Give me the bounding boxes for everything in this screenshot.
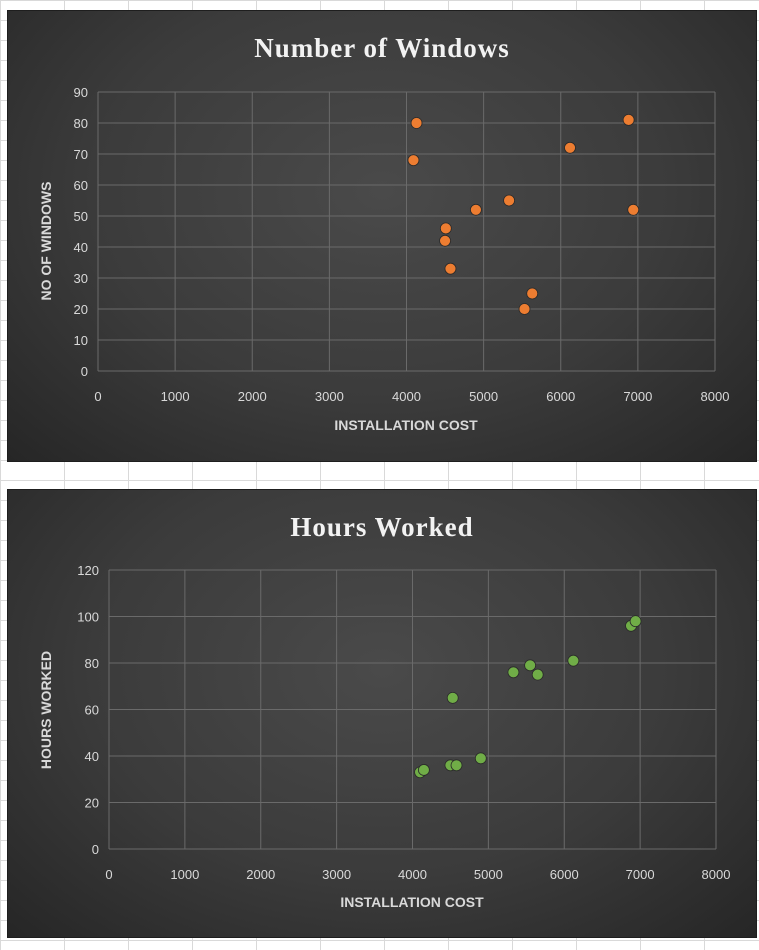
y-tick-label: 80 [85, 656, 99, 671]
x-tick-label: 2000 [238, 389, 267, 404]
y-tick-label: 70 [74, 147, 88, 162]
y-tick-label: 100 [77, 610, 99, 625]
x-tick-label: 6000 [546, 389, 575, 404]
x-tick-label: 2000 [246, 867, 275, 882]
x-tick-label: 1000 [161, 389, 190, 404]
data-point [410, 117, 423, 129]
x-tick-label: 5000 [469, 389, 498, 404]
plot-area: 0 1000 2000 3000 4000 5000 6000 7000 8000 0 20 40 60… [77, 563, 730, 882]
data-point [564, 141, 576, 154]
data-point [567, 654, 580, 667]
data-point [526, 287, 539, 300]
x-tick-label: 8000 [701, 389, 730, 404]
y-tick-label: 40 [85, 749, 99, 764]
data-point [446, 691, 459, 704]
x-tick-label: 3000 [315, 389, 344, 404]
data-point [450, 759, 463, 772]
data-point [518, 303, 531, 315]
y-tick-label: 0 [81, 364, 88, 379]
data-point [531, 668, 544, 681]
x-tick-label: 3000 [322, 867, 351, 882]
data-point [629, 615, 642, 628]
x-tick-label: 7000 [623, 389, 652, 404]
y-tick-label: 20 [85, 796, 99, 811]
y-axis-label: NO OF WINDOWS [38, 182, 54, 301]
plot-area: 0 1000 2000 3000 4000 5000 6000 7000 8000 0 10 20 30… [74, 85, 730, 404]
data-point [417, 764, 430, 776]
data-point [444, 262, 457, 275]
data-point [524, 659, 537, 672]
chart-hours-worked: Hours Worked 0 1000 2000 3000 4000 5000 6000 70… [7, 489, 757, 938]
data-point [439, 222, 452, 235]
y-tick-label: 90 [74, 85, 88, 100]
data-point [407, 154, 420, 167]
chart-title: Number of Windows [254, 33, 510, 63]
x-tick-label: 4000 [392, 389, 421, 404]
chart-number-of-windows: Number of Windows 0 1000 2000 3000 4000 5000 6… [7, 10, 757, 462]
y-tick-label: 10 [74, 333, 88, 348]
y-tick-label: 60 [74, 178, 88, 193]
x-tick-label: 0 [94, 389, 101, 404]
y-tick-label: 60 [85, 703, 99, 718]
y-tick-label: 40 [74, 240, 88, 255]
chart-svg: Number of Windows 0 1000 2000 3000 4000 5000 6… [38, 33, 730, 433]
y-tick-label: 50 [74, 209, 88, 224]
chart-svg: Hours Worked 0 1000 2000 3000 4000 5000 6000 70… [38, 512, 730, 910]
chart-title: Hours Worked [290, 512, 473, 542]
y-tick-label: 0 [92, 842, 99, 857]
y-tick-label: 20 [74, 302, 88, 317]
x-tick-label: 8000 [702, 867, 731, 882]
x-tick-label: 1000 [170, 867, 199, 882]
data-point [622, 114, 635, 126]
x-axis-label: INSTALLATION COST [340, 894, 484, 910]
data-point [503, 194, 515, 207]
x-axis-label: INSTALLATION COST [334, 417, 478, 433]
data-point [627, 203, 640, 216]
y-tick-label: 120 [77, 563, 99, 578]
data-point [470, 203, 482, 216]
x-tick-label: 4000 [398, 867, 427, 882]
y-axis-label: HOURS WORKED [38, 651, 54, 769]
x-tick-label: 0 [105, 867, 112, 882]
y-tick-label: 30 [74, 271, 88, 286]
data-point [439, 234, 451, 247]
data-point [507, 666, 520, 679]
y-tick-label: 80 [74, 116, 88, 131]
x-tick-label: 6000 [550, 867, 579, 882]
x-tick-label: 7000 [626, 867, 655, 882]
data-point [474, 752, 487, 765]
x-tick-label: 5000 [474, 867, 503, 882]
